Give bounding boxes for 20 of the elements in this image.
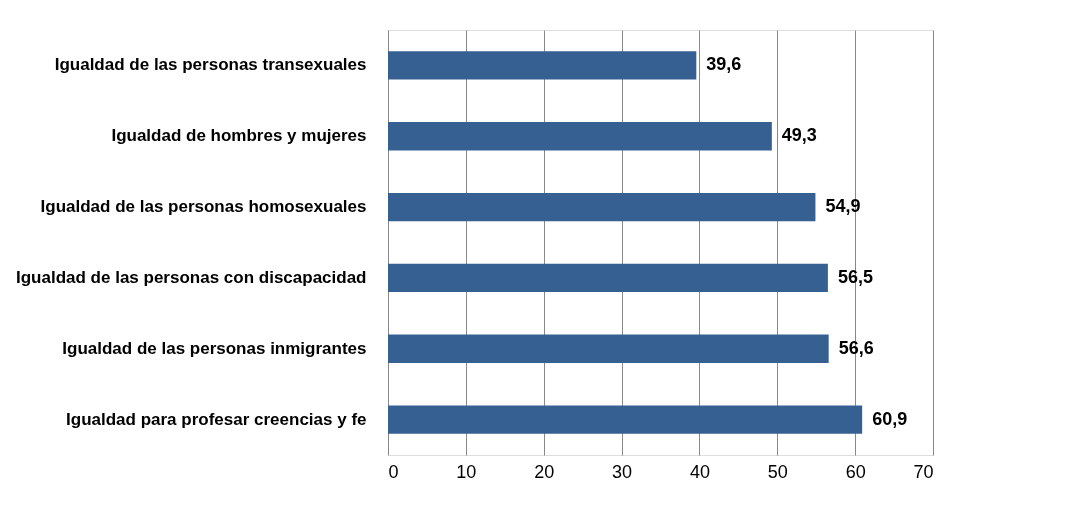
y-tick-label: Igualdad para profesar creencias y fe — [66, 409, 367, 429]
data-label: 39,6 — [706, 54, 742, 75]
y-tick-label: Igualdad de las personas inmigrantes — [62, 338, 367, 358]
x-tick-label: 50 — [767, 461, 788, 482]
data-label: 56,5 — [837, 266, 873, 287]
y-tick-label: Igualdad de hombres y mujeres — [111, 126, 367, 146]
y-tick-label: Igualdad de las personas transexuales — [54, 55, 367, 75]
x-tick-label: 70 — [913, 461, 934, 482]
x-tick-label: 0 — [388, 461, 399, 482]
x-tick-label: 60 — [845, 461, 866, 482]
y-tick-label: Igualdad de las personas homosexuales — [40, 197, 367, 217]
data-label: 60,9 — [872, 408, 908, 429]
x-tick-label: 20 — [534, 461, 555, 482]
data-label: 49,3 — [781, 125, 817, 146]
data-label: 54,9 — [825, 196, 861, 217]
y-tick-label: Igualdad de las personas con discapacidad — [15, 267, 367, 287]
x-tick-label: 10 — [456, 461, 477, 482]
x-tick-label: 30 — [612, 461, 633, 482]
x-tick-label: 40 — [689, 461, 710, 482]
data-label: 56,6 — [838, 337, 874, 358]
